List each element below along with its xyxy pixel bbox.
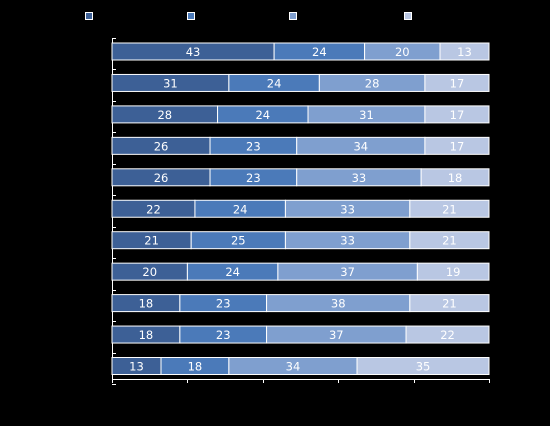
bar-value-label: 37 [329, 328, 344, 342]
bar-value-label: 22 [440, 328, 455, 342]
bar-row: 20 24 37 19 [111, 262, 490, 281]
bar-value-label: 23 [246, 139, 261, 153]
bar-value-label: 17 [450, 108, 465, 122]
bar-value-label: 24 [233, 202, 248, 216]
bars: 43 24 20 13 31 24 28 17 28 24 31 17 26 23 34 17 26 23 33 18… [111, 42, 490, 375]
bar-value-label: 21 [144, 234, 159, 248]
legend-entry [187, 12, 195, 20]
bar-value-label: 13 [457, 45, 472, 59]
bar-row: 43 24 20 13 [111, 42, 490, 61]
bar-value-label: 24 [255, 108, 270, 122]
bar-segment [416, 262, 490, 281]
bar-value-label: 43 [186, 45, 201, 59]
bar-value-label: 34 [286, 360, 301, 374]
bar-value-label: 37 [340, 265, 355, 279]
bar-row: 31 24 28 17 [111, 73, 490, 92]
bar-value-label: 38 [331, 297, 346, 311]
bar-segment [424, 105, 490, 124]
bar-value-label: 18 [448, 171, 463, 185]
bar-value-label: 22 [146, 202, 161, 216]
bar-row: 28 24 31 17 [111, 105, 490, 124]
legend-entry [404, 12, 412, 20]
bar-value-label: 24 [267, 76, 282, 90]
legend-swatch [404, 12, 412, 20]
bar-segment [420, 168, 490, 187]
bar-segment [439, 42, 490, 61]
bar-value-label: 33 [340, 234, 355, 248]
bar-value-label: 24 [225, 265, 240, 279]
bar-value-label: 35 [416, 360, 431, 374]
bar-value-label: 20 [395, 45, 410, 59]
bar-value-label: 28 [157, 108, 172, 122]
legend-swatch [85, 12, 93, 20]
bar-value-label: 31 [359, 108, 374, 122]
bar-segment [409, 294, 490, 313]
bar-value-label: 26 [154, 139, 169, 153]
legend [85, 12, 412, 20]
bar-row: 26 23 34 17 [111, 136, 490, 155]
bar-value-label: 33 [340, 202, 355, 216]
bar-value-label: 34 [353, 139, 368, 153]
bar-value-label: 13 [129, 360, 144, 374]
bar-row: 22 24 33 21 [111, 199, 490, 218]
bar-segment [424, 136, 490, 155]
legend-swatch [289, 12, 297, 20]
bar-value-label: 25 [231, 234, 246, 248]
bar-segment [405, 325, 490, 344]
bar-value-label: 19 [446, 265, 461, 279]
bar-row: 18 23 38 21 [111, 294, 490, 313]
bar-value-label: 21 [442, 202, 457, 216]
bar-row: 18 23 37 22 [111, 325, 490, 344]
bar-segment [409, 199, 490, 218]
bar-value-label: 20 [142, 265, 157, 279]
bar-value-label: 17 [450, 139, 465, 153]
bar-value-label: 23 [216, 297, 231, 311]
bar-row: 13 18 34 35 [111, 357, 490, 375]
bar-value-label: 23 [216, 328, 231, 342]
bar-row: 21 25 33 21 [111, 231, 490, 250]
legend-entry [85, 12, 93, 20]
bar-value-label: 24 [312, 45, 327, 59]
bar-value-label: 33 [352, 171, 367, 185]
bar-segment [424, 73, 490, 92]
bar-value-label: 18 [139, 297, 154, 311]
bar-row: 26 23 33 18 [111, 168, 490, 187]
bar-value-label: 18 [139, 328, 154, 342]
bar-value-label: 23 [246, 171, 261, 185]
bar-value-label: 17 [450, 76, 465, 90]
bar-value-label: 21 [442, 297, 457, 311]
bar-value-label: 18 [188, 360, 203, 374]
legend-swatch [187, 12, 195, 20]
bar-segment [356, 357, 490, 375]
bar-value-label: 21 [442, 234, 457, 248]
bar-value-label: 26 [154, 171, 169, 185]
bar-segment [409, 231, 490, 250]
legend-entry [289, 12, 297, 20]
bar-value-label: 28 [365, 76, 380, 90]
bar-value-label: 31 [163, 76, 178, 90]
